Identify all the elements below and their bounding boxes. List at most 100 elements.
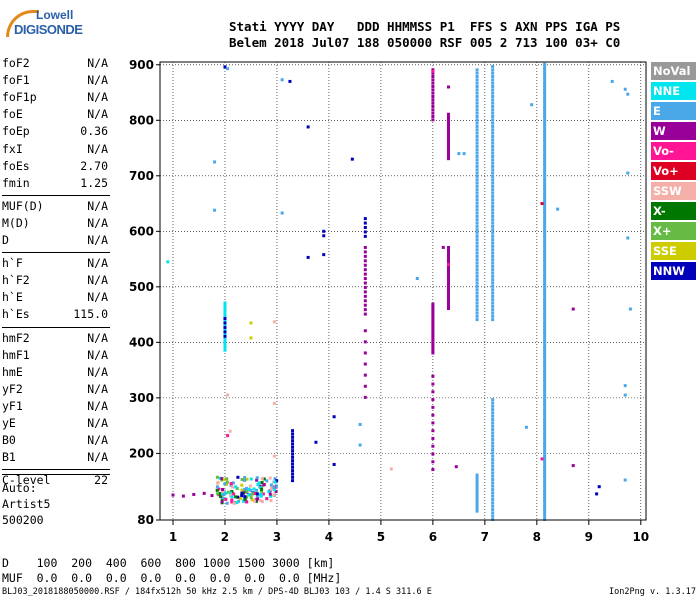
echo-mark — [431, 351, 435, 355]
echo-mark — [446, 112, 450, 116]
echo-mark — [475, 244, 479, 248]
echo-mark — [229, 491, 233, 495]
echo-mark — [226, 393, 230, 397]
echo-mark — [491, 94, 495, 98]
echo-mark — [389, 467, 393, 471]
echo-mark — [358, 443, 362, 447]
echo-mark — [543, 268, 547, 272]
echo-mark — [543, 484, 547, 488]
echo-mark — [543, 87, 547, 91]
echo-mark — [475, 314, 479, 318]
echo-mark — [332, 462, 336, 466]
echo-mark — [259, 493, 263, 497]
echo-mark — [491, 398, 495, 402]
echo-mark — [543, 493, 547, 497]
echo-mark — [245, 490, 249, 494]
echo-mark — [475, 284, 479, 288]
echo-mark — [475, 301, 479, 305]
echo-mark — [363, 340, 367, 344]
echo-mark — [475, 291, 479, 295]
echo-mark — [431, 69, 435, 73]
echo-mark — [491, 244, 495, 248]
echo-mark — [543, 251, 547, 255]
x-tick-label: 9 — [585, 530, 593, 544]
echo-mark — [431, 74, 435, 78]
echo-mark — [491, 64, 495, 68]
echo-mark — [491, 471, 495, 475]
echo-mark — [543, 370, 547, 374]
echo-mark — [272, 320, 276, 324]
echo-mark — [431, 452, 435, 456]
echo-mark — [491, 454, 495, 458]
param-value: N/A — [87, 381, 108, 396]
echo-mark — [431, 84, 435, 88]
echo-mark — [363, 294, 367, 298]
echo-mark — [181, 494, 185, 498]
echo-mark — [363, 362, 367, 366]
param-key: h`Es — [2, 307, 30, 322]
echo-mark — [543, 451, 547, 455]
echo-mark — [543, 401, 547, 405]
echo-mark — [216, 492, 220, 496]
echo-mark — [543, 395, 547, 399]
echo-mark — [260, 487, 264, 491]
echo-mark — [431, 331, 435, 335]
x-tick-label: 8 — [533, 530, 541, 544]
echo-mark — [491, 124, 495, 128]
echo-mark — [543, 265, 547, 269]
echo-mark — [491, 318, 495, 322]
echo-mark — [249, 477, 253, 481]
echo-mark — [446, 257, 450, 261]
echo-mark — [475, 74, 479, 78]
param-key: hmF2 — [2, 330, 30, 345]
param-key: B1 — [2, 450, 16, 465]
echo-mark — [543, 90, 547, 94]
echo-mark — [431, 444, 435, 448]
echo-mark — [431, 320, 435, 324]
param-key: fmin — [2, 175, 30, 190]
echo-mark — [543, 84, 547, 88]
echo-mark — [446, 251, 450, 255]
echo-mark — [491, 494, 495, 498]
echo-mark — [543, 409, 547, 413]
param-row: B0 N/A — [2, 433, 108, 449]
echo-mark — [475, 178, 479, 182]
echo-mark — [363, 217, 367, 221]
echo-mark — [475, 318, 479, 322]
echo-mark — [543, 390, 547, 394]
echo-mark — [446, 270, 450, 274]
echo-mark — [543, 343, 547, 347]
echo-mark — [415, 277, 419, 281]
echo-mark — [543, 82, 547, 86]
param-value: N/A — [87, 56, 108, 70]
echo-mark — [491, 498, 495, 502]
echo-mark — [491, 134, 495, 138]
echo-mark — [431, 405, 435, 409]
echo-mark — [543, 504, 547, 508]
echo-mark — [491, 104, 495, 108]
echo-mark — [260, 500, 264, 504]
param-value: N/A — [87, 330, 108, 345]
echo-mark — [291, 435, 295, 439]
echo-mark — [220, 477, 224, 481]
echo-mark — [491, 301, 495, 305]
echo-mark — [431, 390, 435, 394]
param-row: hmE N/A — [2, 365, 108, 381]
echo-mark — [543, 76, 547, 80]
y-tick-label: 500 — [129, 280, 154, 294]
echo-mark — [475, 241, 479, 245]
echo-mark — [491, 278, 495, 282]
echo-mark — [231, 481, 235, 485]
echo-mark — [363, 290, 367, 294]
echo-mark — [431, 98, 435, 102]
echo-mark — [491, 251, 495, 255]
echo-mark — [475, 164, 479, 168]
echo-mark — [291, 469, 295, 473]
echo-mark — [446, 151, 450, 155]
echo-mark — [446, 254, 450, 258]
echo-mark — [454, 465, 458, 469]
echo-mark — [475, 81, 479, 85]
param-row: foEs 2.70 — [2, 159, 108, 175]
echo-mark — [543, 140, 547, 144]
echo-mark — [218, 476, 222, 480]
